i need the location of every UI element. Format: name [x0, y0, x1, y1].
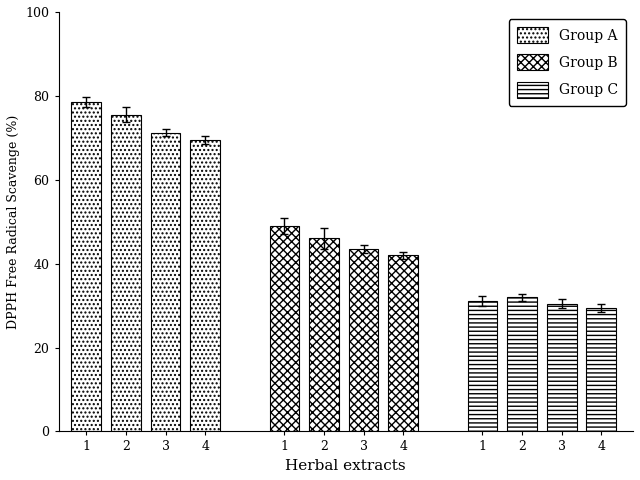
- Bar: [269, 226, 300, 432]
- Legend: Group A, Group B, Group C: Group A, Group B, Group C: [509, 19, 626, 106]
- Bar: [72, 102, 101, 432]
- Bar: [349, 249, 378, 432]
- Bar: [586, 308, 616, 432]
- X-axis label: Herbal extracts: Herbal extracts: [285, 459, 406, 473]
- Bar: [111, 115, 141, 432]
- Bar: [150, 133, 180, 432]
- Bar: [388, 255, 418, 432]
- Bar: [190, 140, 220, 432]
- Bar: [468, 301, 497, 432]
- Y-axis label: DPPH Free Radical Scavenge (%): DPPH Free Radical Scavenge (%): [7, 115, 20, 329]
- Bar: [508, 297, 537, 432]
- Bar: [547, 303, 577, 432]
- Bar: [309, 239, 339, 432]
